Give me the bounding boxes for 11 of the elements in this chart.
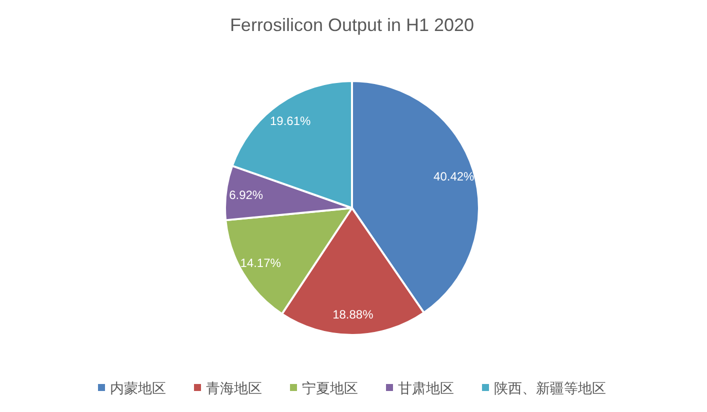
legend-label: 青海地区 [206, 380, 262, 396]
legend-label: 宁夏地区 [302, 380, 358, 396]
data-label: 14.17% [240, 256, 282, 270]
legend-label: 内蒙地区 [110, 380, 166, 396]
data-label: 19.61% [270, 114, 312, 128]
data-label: 18.88% [332, 308, 374, 322]
data-label: 40.42% [434, 169, 475, 184]
chart-title: Ferrosilicon Output in H1 2020 [230, 15, 474, 35]
legend-label: 甘肃地区 [398, 380, 454, 396]
data-label: 6.92% [229, 188, 264, 202]
legend-label: 陕西、新疆等地区 [494, 380, 606, 396]
